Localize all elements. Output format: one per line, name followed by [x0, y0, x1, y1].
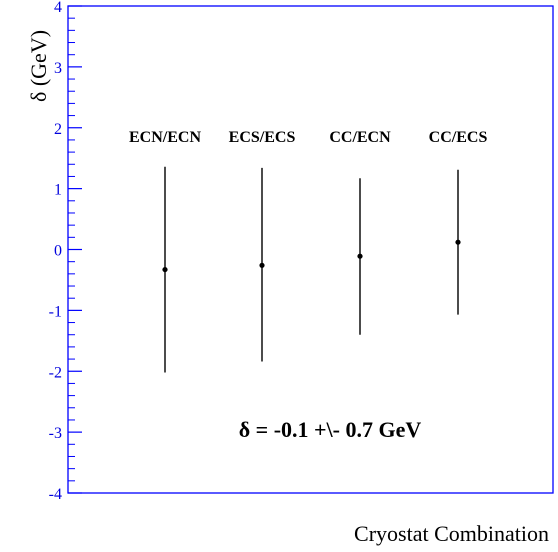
y-tick-label: -1 — [49, 303, 62, 320]
y-tick-label: -3 — [49, 425, 62, 442]
data-point — [357, 253, 363, 259]
y-tick-label: 0 — [54, 243, 62, 260]
data-point — [162, 266, 168, 273]
y-axis-label: δ (GeV) — [26, 30, 51, 102]
y-tick-label: 4 — [54, 0, 62, 16]
result-annotation: δ = -0.1 +\- 0.7 GeV — [239, 417, 422, 442]
data-points — [162, 166, 461, 373]
y-tick-label: 3 — [54, 60, 62, 77]
y-tick-label: -4 — [49, 486, 62, 503]
category-label: ECN/ECN — [129, 129, 201, 146]
y-axis-ticks — [68, 5, 82, 494]
y-axis-tick-labels: -4 -3 -2 -1 0 1 2 3 4 — [49, 0, 62, 503]
category-label: CC/ECS — [429, 129, 488, 146]
y-tick-label: -2 — [49, 364, 62, 381]
category-label: CC/ECN — [329, 129, 391, 146]
category-labels: ECN/ECN ECS/ECS CC/ECN CC/ECS — [129, 129, 487, 146]
y-tick-label: 2 — [54, 121, 62, 138]
data-point — [455, 239, 461, 245]
y-tick-label: 1 — [54, 182, 62, 199]
x-axis-label: Cryostat Combination — [354, 521, 549, 546]
data-point — [259, 262, 265, 268]
category-label: ECS/ECS — [229, 129, 296, 146]
